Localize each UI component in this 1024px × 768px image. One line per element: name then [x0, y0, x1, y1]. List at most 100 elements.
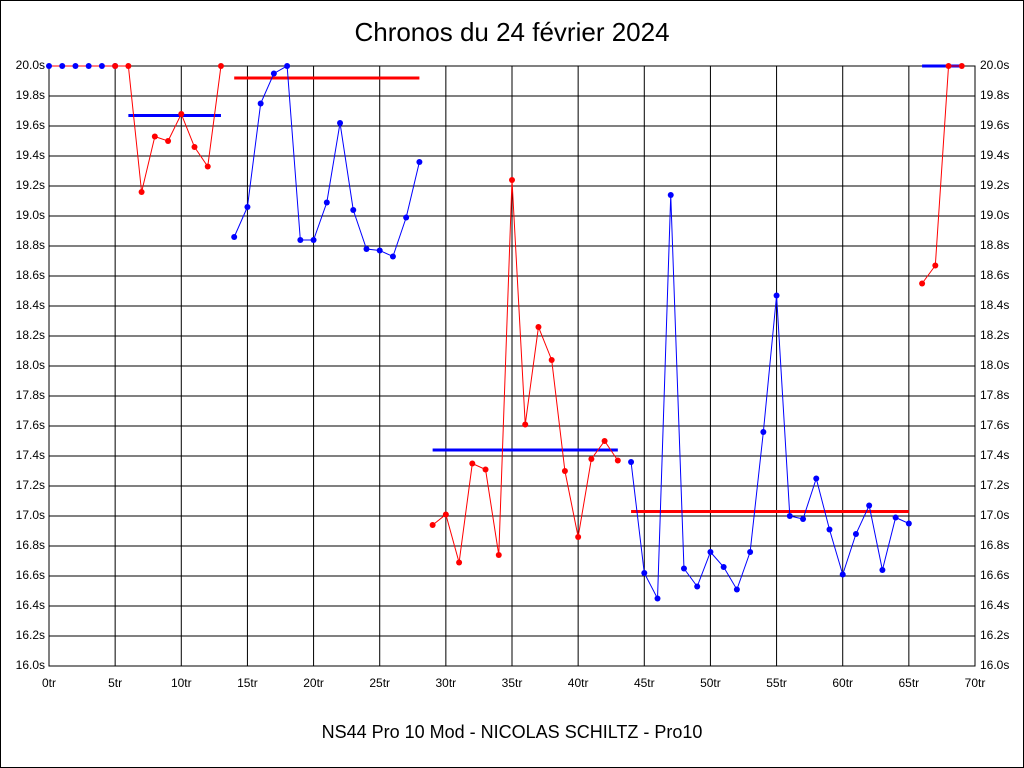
y-tick-label: 17.0s [16, 508, 45, 522]
point [733, 586, 740, 593]
y-tick-label: 16.8s [16, 538, 45, 552]
y2-tick-label: 16.8s [980, 538, 1009, 552]
point [165, 138, 172, 144]
y2-tick-label: 18.8s [980, 238, 1009, 252]
x-tick-label: 10tr [171, 676, 192, 690]
y2-tick-label: 17.2s [980, 478, 1009, 492]
point [548, 357, 555, 363]
y2-tick-label: 19.6s [980, 118, 1009, 132]
point [46, 63, 52, 69]
chart-title: Chronos du 24 février 2024 [354, 17, 669, 47]
y-tick-label: 16.4s [16, 598, 45, 612]
y2-tick-label: 19.0s [980, 208, 1009, 222]
point [59, 63, 66, 69]
point [363, 246, 370, 252]
point [469, 460, 476, 467]
point [310, 237, 317, 243]
point [680, 565, 687, 572]
y-tick-label: 17.2s [16, 478, 45, 492]
x-tick-label: 40tr [568, 676, 589, 690]
point [707, 549, 714, 555]
point [892, 514, 899, 521]
point [217, 63, 224, 69]
point [323, 199, 330, 206]
point [588, 456, 595, 462]
point [826, 526, 833, 533]
point [297, 237, 304, 243]
point [852, 531, 859, 537]
y-tick-label: 17.4s [16, 448, 45, 462]
point [575, 534, 582, 540]
y2-tick-label: 20.0s [980, 58, 1009, 72]
point [720, 564, 727, 570]
y-tick-label: 18.8s [16, 238, 45, 252]
y-tick-label: 19.6s [16, 118, 45, 132]
y2-tick-label: 17.4s [980, 448, 1009, 462]
y-tick-label: 20.0s [16, 58, 45, 72]
point [85, 63, 92, 69]
point [231, 234, 238, 240]
x-tick-label: 5tr [108, 676, 122, 690]
y2-tick-label: 19.2s [980, 178, 1009, 192]
y2-tick-label: 16.0s [980, 658, 1009, 672]
point [244, 204, 251, 210]
y-tick-label: 16.6s [16, 568, 45, 582]
y-tick-label: 19.8s [16, 88, 45, 102]
y2-tick-label: 16.6s [980, 568, 1009, 582]
x-tick-label: 70tr [965, 676, 986, 690]
y2-tick-label: 16.4s [980, 598, 1009, 612]
y-tick-label: 16.0s [16, 658, 45, 672]
point [98, 63, 105, 69]
y-tick-label: 19.2s [16, 178, 45, 192]
point [628, 459, 635, 465]
point [257, 100, 264, 107]
point [945, 63, 952, 69]
x-tick-label: 45tr [634, 676, 655, 690]
point [694, 583, 701, 590]
point [403, 214, 410, 221]
point [191, 144, 198, 150]
x-tick-label: 65tr [899, 676, 920, 690]
x-tick-label: 15tr [237, 676, 258, 690]
point [350, 207, 357, 213]
y-tick-label: 17.8s [16, 388, 45, 402]
point [958, 63, 965, 69]
x-tick-label: 35tr [502, 676, 523, 690]
point [747, 549, 754, 555]
point [456, 559, 463, 566]
point [112, 63, 119, 69]
x-tick-label: 25tr [369, 676, 390, 690]
point [376, 247, 383, 254]
point [204, 163, 211, 170]
x-tick-label: 30tr [436, 676, 457, 690]
x-tick-label: 50tr [700, 676, 721, 690]
point [535, 324, 542, 330]
y-tick-label: 18.4s [16, 298, 45, 312]
point [561, 468, 568, 474]
plot-border [48, 65, 976, 667]
y-tick-label: 18.0s [16, 358, 45, 372]
point [178, 111, 185, 117]
y2-tick-label: 17.0s [980, 508, 1009, 522]
y2-tick-label: 16.2s [980, 628, 1009, 642]
y2-tick-label: 18.2s [980, 328, 1009, 342]
point [932, 262, 939, 269]
point [905, 520, 912, 527]
x-tick-label: 55tr [766, 676, 787, 690]
point [416, 159, 423, 165]
point [601, 438, 608, 444]
chart-footer: NS44 Pro 10 Mod - NICOLAS SCHILTZ - Pro1… [322, 722, 703, 742]
y2-tick-label: 18.0s [980, 358, 1009, 372]
y2-tick-label: 19.4s [980, 148, 1009, 162]
y2-tick-label: 18.4s [980, 298, 1009, 312]
y-tick-label: 18.2s [16, 328, 45, 342]
point [522, 421, 529, 428]
y-tick-label: 16.2s [16, 628, 45, 642]
point [138, 189, 145, 195]
point [641, 570, 648, 576]
point [813, 475, 820, 482]
point [509, 177, 515, 183]
y2-tick-label: 19.8s [980, 88, 1009, 102]
point [760, 429, 767, 435]
